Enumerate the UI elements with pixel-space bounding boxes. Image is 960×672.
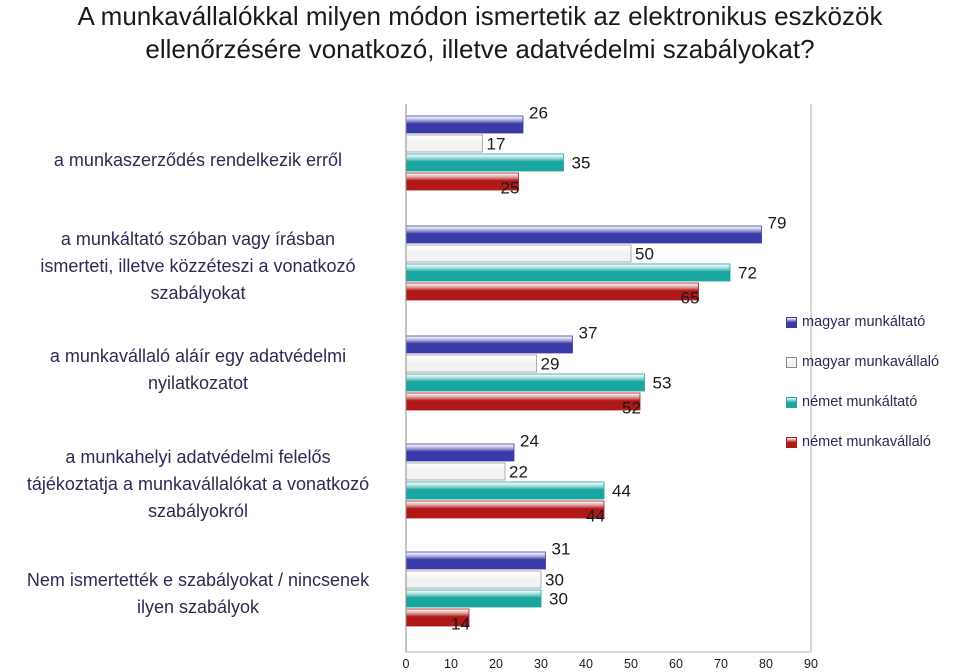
- bar-2-series-3: [405, 263, 731, 282]
- bar-2-series-2: [405, 244, 632, 263]
- category-label-4-line-2: tájékoztatja a munkavállalókat a vonatko…: [26, 473, 370, 494]
- data-label-1-series-3: 35: [572, 154, 591, 173]
- category-label-5-line-1: Nem ismertették e szabályokat / nincsene…: [26, 570, 370, 590]
- legend-label-1: magyar munkáltató: [802, 314, 926, 330]
- x-tick-label-70: 70: [714, 657, 728, 671]
- x-tick-label-10: 10: [444, 657, 458, 671]
- legend-label-4: német munkavállaló: [802, 434, 931, 450]
- bar-3-series-1: [405, 335, 573, 354]
- bar-2-series-4: [405, 282, 699, 301]
- bars-layer: [405, 115, 762, 627]
- category-label-1: a munkaszerződés rendelkezik erről: [0, 147, 396, 174]
- legend-swatch-4: [786, 436, 797, 448]
- category-label-3-line-1: a munkavállaló aláír egy adatvédelmi: [49, 346, 347, 366]
- data-label-5-series-3: 30: [549, 590, 568, 609]
- data-label-2-series-3: 72: [738, 264, 757, 283]
- data-label-1-series-4: 25: [501, 179, 520, 198]
- bar-2-series-1: [405, 225, 762, 244]
- x-tick-label-30: 30: [534, 657, 548, 671]
- bar-1-series-3: [405, 153, 564, 172]
- bar-5-series-2: [405, 570, 542, 589]
- category-label-4-line-1: a munkahelyi adatvédelmi felelős: [65, 446, 331, 467]
- x-tick-label-50: 50: [624, 657, 638, 671]
- legend-label-3: német munkáltató: [802, 394, 918, 410]
- legend-item-3: német munkáltató: [786, 394, 917, 414]
- bar-1-series-2: [405, 134, 483, 153]
- legend-swatch-1: [786, 316, 797, 328]
- category-label-2: a munkáltató szóban vagy írásban ismertet…: [0, 226, 396, 307]
- category-label-2-line-3: szabályokat: [150, 282, 246, 303]
- category-label-5-line-2: ilyen szabályok: [136, 597, 260, 617]
- data-label-3-series-2: 29: [541, 355, 560, 374]
- x-tick-label-40: 40: [579, 657, 593, 671]
- category-label-2-line-2: ismerteti, illetve közzéteszi a vonatkoz…: [40, 255, 356, 276]
- data-label-2-series-1: 79: [768, 214, 787, 233]
- bar-5-series-1: [405, 551, 546, 570]
- x-tick-label-0: 0: [403, 657, 410, 671]
- category-label-2-line-1: a munkáltató szóban vagy írásban: [60, 228, 336, 249]
- bar-3-series-3: [405, 373, 645, 392]
- legend-label-2: magyar munkavállaló: [802, 354, 940, 370]
- data-label-4-series-3: 44: [612, 482, 631, 501]
- data-label-5-series-2: 30: [545, 571, 564, 590]
- category-label-5: Nem ismertették e szabályokat / nincsene…: [0, 567, 396, 621]
- data-label-1-series-2: 17: [487, 135, 506, 154]
- data-label-5-series-4: 14: [451, 615, 470, 634]
- title-line-2: ellenőrzésére vonatkozó, illetve adatvéd…: [145, 34, 815, 64]
- data-label-4-series-4: 44: [586, 507, 605, 526]
- bar-4-series-2: [405, 462, 506, 481]
- title-line-1: A munkavállalókkal milyen módon ismertet…: [77, 1, 883, 31]
- bar-3-series-4: [405, 392, 641, 411]
- category-label-3-line-2: nyilatkozatot: [147, 373, 249, 393]
- legend-swatch-2: [786, 356, 797, 368]
- bar-1-series-1: [405, 115, 524, 134]
- category-label-3: a munkavállaló aláír egy adatvédelmi nyil…: [0, 343, 396, 397]
- bar-4-series-4: [405, 500, 605, 519]
- category-label-4: a munkahelyi adatvédelmi felelős tájékozt…: [0, 444, 396, 525]
- x-tick-label-90: 90: [804, 657, 818, 671]
- data-label-3-series-1: 37: [579, 324, 598, 343]
- data-label-4-series-2: 22: [509, 463, 528, 482]
- data-label-3-series-4: 52: [622, 399, 641, 418]
- data-label-2-series-2: 50: [635, 245, 654, 264]
- data-label-4-series-1: 24: [520, 432, 539, 451]
- category-label-1-line-1: a munkaszerződés rendelkezik erről: [53, 149, 343, 170]
- x-tick-label-20: 20: [489, 657, 503, 671]
- bar-5-series-3: [405, 589, 542, 608]
- bar-3-series-2: [405, 354, 537, 373]
- data-label-1-series-1: 26: [529, 104, 548, 123]
- bar-4-series-1: [405, 443, 515, 462]
- legend-swatch-3: [786, 396, 797, 408]
- data-label-5-series-1: 31: [552, 540, 571, 559]
- category-label-4-line-3: szabályokról: [147, 500, 249, 521]
- data-label-3-series-3: 53: [653, 374, 672, 393]
- x-tick-label-60: 60: [669, 657, 683, 671]
- legend-item-1: magyar munkáltató: [786, 314, 925, 334]
- legend-item-2: magyar munkavállaló: [786, 354, 939, 374]
- chart-title: A munkavállalókkal milyen módon ismertet…: [0, 0, 960, 66]
- bar-4-series-3: [405, 481, 605, 500]
- data-label-2-series-4: 65: [681, 289, 700, 308]
- axes-layer: 0 10 20 30 40 50 60 70 80 90: [403, 104, 818, 671]
- x-tick-label-80: 80: [759, 657, 773, 671]
- legend-item-4: német munkavállaló: [786, 434, 931, 454]
